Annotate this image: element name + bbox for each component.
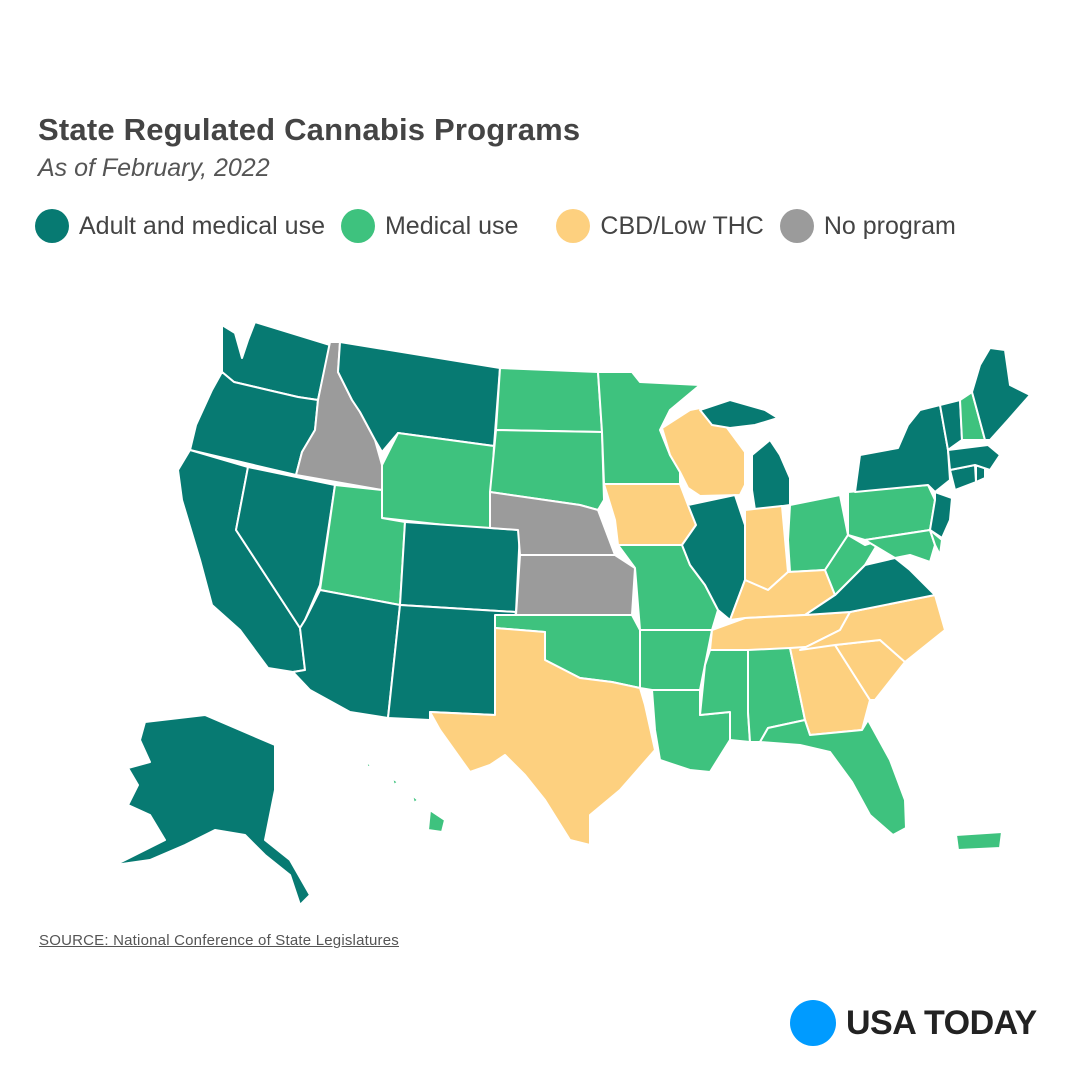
legend-label: Medical use xyxy=(384,211,519,240)
state-virginia xyxy=(804,557,936,616)
state-michigan xyxy=(699,399,791,511)
state-florida xyxy=(759,719,907,836)
legend: Adult and medical use Medical use CBD/Lo… xyxy=(35,206,972,246)
legend-item-medical: Medical use xyxy=(340,209,519,243)
legend-swatch xyxy=(779,209,814,243)
legend-item-adult-medical: Adult and medical use xyxy=(35,209,325,243)
state-delaware xyxy=(929,529,943,556)
legend-label: CBD/Low THC xyxy=(600,211,764,240)
state-arkansas xyxy=(639,629,713,691)
map-subtitle: As of February, 2022 xyxy=(38,154,270,182)
legend-swatch xyxy=(35,209,69,243)
brand-dot-icon xyxy=(790,1000,836,1046)
state-new-york xyxy=(854,404,951,493)
state-new-jersey xyxy=(929,491,953,539)
state-texas xyxy=(429,627,656,846)
state-illinois xyxy=(681,494,746,621)
state-iowa xyxy=(603,483,697,546)
state-alaska xyxy=(114,714,311,906)
state-maine xyxy=(971,347,1031,441)
legend-label: No program xyxy=(823,211,956,240)
map-title: State Regulated Cannabis Programs xyxy=(38,112,581,147)
state-colorado xyxy=(399,521,521,613)
state-minnesota xyxy=(597,371,701,485)
state-kansas xyxy=(515,554,636,616)
legend-swatch xyxy=(556,209,591,243)
state-north-carolina xyxy=(799,594,946,663)
state-massachusetts xyxy=(947,444,1001,471)
state-louisiana xyxy=(651,689,731,773)
us-map xyxy=(114,321,1031,906)
source-note: SOURCE: National Conference of State Leg… xyxy=(39,932,399,949)
brand-logo: USA TODAY xyxy=(790,1000,1037,1046)
state-wisconsin xyxy=(661,407,746,497)
state-wyoming xyxy=(381,432,495,531)
brand-name: USA TODAY xyxy=(846,1003,1037,1042)
state-north-dakota xyxy=(495,367,603,433)
legend-item-cbd: CBD/Low THC xyxy=(556,209,764,243)
state-puerto-rico xyxy=(955,831,1003,851)
legend-item-no-program: No program xyxy=(779,209,956,243)
legend-label: Adult and medical use xyxy=(79,211,325,240)
legend-swatch xyxy=(340,209,375,243)
state-hawaii xyxy=(365,761,446,833)
